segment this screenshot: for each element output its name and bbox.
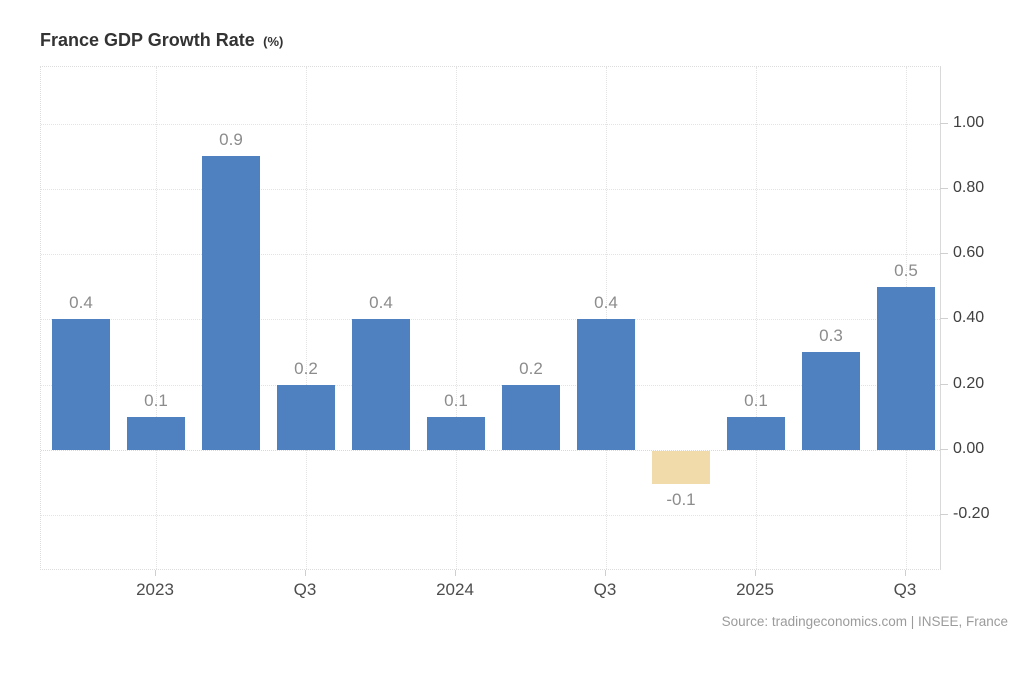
- chart-title-text: France GDP Growth Rate: [40, 30, 255, 50]
- x-axis-tick: [305, 570, 306, 576]
- x-axis-tick: [155, 570, 156, 576]
- gdp-bar: [577, 319, 635, 450]
- horizontal-gridline: [41, 319, 940, 320]
- y-axis-tick: [940, 384, 948, 385]
- x-axis-tick: [605, 570, 606, 576]
- bar-value-label: 0.4: [369, 293, 393, 312]
- bar-value-label: 0.5: [894, 261, 918, 280]
- bar-value-label: 0.4: [69, 293, 93, 312]
- x-axis-label: Q3: [593, 580, 617, 599]
- horizontal-gridline: [41, 254, 940, 255]
- horizontal-gridline: [41, 189, 940, 190]
- bar-value-label: 0.9: [219, 130, 243, 149]
- chart-title-unit: (%): [263, 34, 284, 49]
- y-axis-label: 0.20: [953, 375, 985, 392]
- x-axis-label: 2025: [736, 580, 774, 599]
- gdp-bar: [802, 352, 860, 450]
- x-axis-label: Q3: [293, 580, 317, 599]
- bar-value-label: 0.1: [144, 391, 168, 410]
- gdp-bar: [652, 451, 710, 484]
- gdp-bar: [427, 417, 485, 450]
- y-axis-label: -0.20: [953, 505, 990, 522]
- bar-value-label: 0.2: [294, 359, 318, 378]
- y-axis-label: 0.00: [953, 440, 985, 457]
- gdp-bar: [877, 287, 935, 450]
- gdp-bar: [502, 385, 560, 450]
- gdp-bar: [202, 156, 260, 450]
- bar-value-label: 0.2: [519, 359, 543, 378]
- y-axis-label: 1.00: [953, 114, 985, 131]
- y-axis-tick: [940, 514, 948, 515]
- vertical-gridline: [456, 67, 457, 569]
- gdp-bar: [52, 319, 110, 450]
- horizontal-gridline: [41, 515, 940, 516]
- y-axis-label: 0.60: [953, 244, 985, 261]
- gdp-bar: [277, 385, 335, 450]
- x-axis-label: Q3: [893, 580, 917, 599]
- vertical-gridline: [606, 67, 607, 569]
- bar-value-label: 0.1: [444, 391, 468, 410]
- gdp-bar: [727, 417, 785, 450]
- vertical-gridline: [756, 67, 757, 569]
- x-axis-tick: [755, 570, 756, 576]
- x-axis-label: 2024: [436, 580, 474, 599]
- horizontal-gridline: [41, 450, 940, 451]
- plot-area: 0.4 0.1 0.9 0.2 0.4 0.1 0.2 0.4 -0.1 0.1 0.3 0.5: [40, 66, 941, 570]
- chart-title: France GDP Growth Rate (%): [40, 30, 283, 51]
- gdp-bar: [352, 319, 410, 450]
- y-axis-tick: [940, 188, 948, 189]
- y-axis-label: 0.80: [953, 179, 985, 196]
- bar-value-label: 0.1: [744, 391, 768, 410]
- x-axis-tick: [455, 570, 456, 576]
- bar-value-label: 0.4: [594, 293, 618, 312]
- y-axis-tick: [940, 318, 948, 319]
- horizontal-gridline: [41, 124, 940, 125]
- y-axis-tick: [940, 123, 948, 124]
- bar-value-label: 0.3: [819, 326, 843, 345]
- x-axis-tick: [905, 570, 906, 576]
- vertical-gridline: [306, 67, 307, 569]
- gdp-bar: [127, 417, 185, 450]
- vertical-gridline: [156, 67, 157, 569]
- y-axis-tick: [940, 449, 948, 450]
- source-attribution: Source: tradingeconomics.com | INSEE, Fr…: [721, 614, 1008, 629]
- y-axis-tick: [940, 253, 948, 254]
- x-axis-label: 2023: [136, 580, 174, 599]
- y-axis-label: 0.40: [953, 309, 985, 326]
- bar-value-label: -0.1: [666, 490, 696, 509]
- horizontal-gridline: [41, 385, 940, 386]
